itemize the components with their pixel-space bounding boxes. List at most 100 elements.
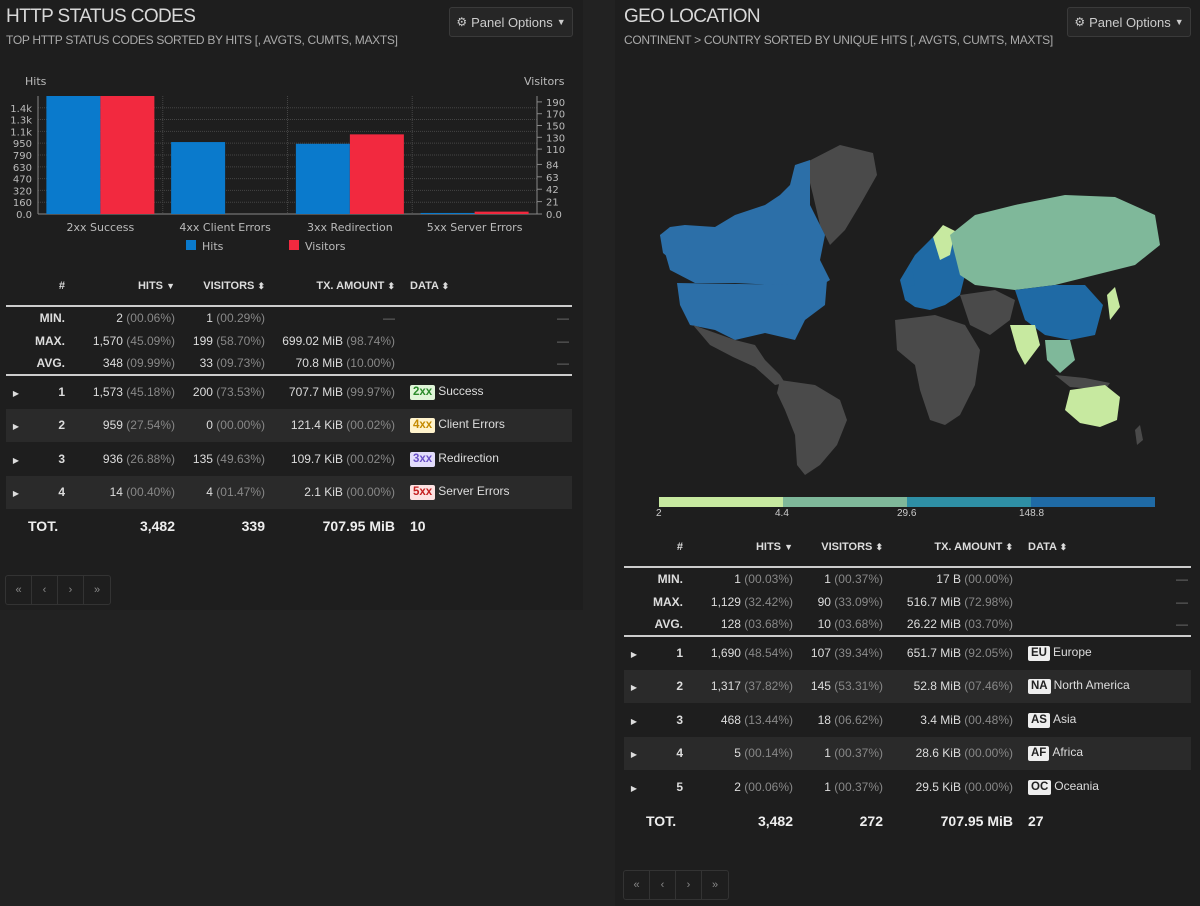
panel-options-button[interactable]: ⚙ Panel Options ▼ (1067, 7, 1191, 37)
expand-cell[interactable]: ▶ (6, 409, 26, 443)
scale-swatch-1 (659, 497, 783, 507)
stat-row: MIN. 2 (00.06%) 1 (00.29%) — — (6, 306, 572, 329)
tx-cell: 707.7 MiB (99.97%) (268, 375, 398, 409)
middle-east (960, 290, 1015, 335)
col-data[interactable]: DATA ⬍ (410, 279, 450, 292)
status-badge: OC (1028, 779, 1052, 795)
expand-cell[interactable]: ▶ (6, 442, 26, 476)
prev-page-button[interactable]: ‹ (650, 871, 676, 899)
sort-desc-icon: ▼ (784, 541, 793, 552)
scale-swatch-2 (783, 497, 907, 507)
next-page-button[interactable]: › (58, 576, 84, 604)
expand-cell[interactable]: ▶ (6, 476, 26, 510)
visitors-cell: 4 (01.47%) (178, 476, 268, 510)
last-page-button[interactable]: » (93, 584, 101, 596)
col-tx-amount[interactable]: TX. AMOUNT ⬍ (316, 279, 395, 292)
col-hits[interactable]: HITS ▼ (137, 279, 175, 292)
visitors-cell: 1 (00.37%) (796, 567, 886, 590)
data-cell: 2xx Success (398, 375, 572, 409)
world-map[interactable] (615, 135, 1200, 475)
table-row[interactable]: ▶ 2 959 (27.54%) 0 (00.00%) 121.4 KiB (00.02… (6, 408, 572, 443)
tx-cell-value: 29.5 KiB (915, 779, 961, 794)
next-page-button[interactable]: › (676, 871, 702, 899)
col-tx-amount[interactable]: TX. AMOUNT ⬍ (934, 540, 1013, 553)
table-header: # HITS ▼ VISITORS ⬍ TX. AMOUNT ⬍ DATA ⬍ (6, 266, 572, 306)
y-tick-label: 1.1k (10, 127, 32, 138)
total-label: TOT. (28, 518, 59, 534)
first-page-button[interactable]: « (6, 576, 32, 604)
row-number: 2 (58, 418, 65, 433)
tx-cell: — (268, 306, 398, 329)
tx-cell-value: 3.4 MiB (920, 712, 961, 727)
table-row[interactable]: ▶ 4 5 (00.14%) 1 (00.37%) 28.6 KiB (00.00%) A… (624, 736, 1191, 771)
col-visitors[interactable]: VISITORS ⬍ (203, 279, 265, 292)
visitors-cell-percent: (58.70%) (216, 333, 265, 348)
prev-page-button[interactable]: ‹ (32, 576, 58, 604)
expand-arrow-icon[interactable]: ▶ (630, 650, 638, 660)
expand-arrow-icon[interactable]: ▶ (630, 683, 638, 693)
spacer (624, 590, 644, 613)
tx-cell-value: 699.02 MiB (282, 333, 343, 348)
hits-cell-percent: (48.54%) (744, 646, 793, 661)
col-visitors[interactable]: VISITORS ⬍ (821, 540, 883, 553)
expand-arrow-icon[interactable]: ▶ (12, 455, 20, 465)
expand-arrow-icon[interactable]: ▶ (630, 750, 638, 760)
hits-cell-percent: (00.03%) (744, 572, 793, 586)
row-label: Oceania (1054, 778, 1099, 793)
expand-cell[interactable]: ▶ (624, 770, 644, 804)
hits-cell-percent: (45.18%) (126, 385, 175, 400)
visitors-cell-percent: (06.62%) (834, 712, 883, 727)
tx-cell-value: 516.7 MiB (906, 594, 961, 609)
tx-cell-percent: (00.00%) (346, 485, 395, 500)
sort-icon: ⬍ (1059, 541, 1068, 552)
gear-icon: ⚙ (1074, 15, 1086, 29)
bar-hits (295, 143, 350, 214)
col-data[interactable]: DATA ⬍ (1028, 540, 1068, 553)
caret-down-icon: ▼ (1174, 17, 1184, 27)
hits-cell: 348 (09.99%) (68, 352, 178, 375)
total-tx: 707.95 MiB (940, 812, 1013, 829)
expand-cell[interactable]: ▶ (624, 703, 644, 737)
expand-cell[interactable]: ▶ (624, 737, 644, 771)
color-scale (659, 497, 1155, 507)
visitors-cell-percent: (00.37%) (834, 779, 883, 794)
expand-cell[interactable]: ▶ (624, 670, 644, 704)
table-row[interactable]: ▶ 1 1,690 (48.54%) 107 (39.34%) 651.7 MiB (9… (624, 636, 1191, 670)
panel-title: HTTP STATUS CODES (6, 6, 196, 27)
sort-icon: ⬍ (875, 541, 883, 552)
table-row[interactable]: ▶ 3 936 (26.88%) 135 (49.63%) 109.7 KiB (00.… (6, 442, 572, 476)
last-page-button[interactable]: » (711, 879, 719, 891)
expand-arrow-icon[interactable]: ▶ (12, 422, 20, 432)
visitors-cell-value: 10 (817, 617, 831, 631)
canada (660, 160, 830, 295)
legend-swatch-hits (186, 240, 196, 250)
tx-cell-value: 17 B (936, 572, 961, 586)
table-row[interactable]: ▶ 2 1,317 (37.82%) 145 (53.31%) 52.8 MiB (07… (624, 669, 1191, 704)
table-row[interactable]: ▶ 1 1,573 (45.18%) 200 (73.53%) 707.7 MiB (9… (6, 375, 572, 409)
tx-cell: 651.7 MiB (92.05%) (886, 636, 1016, 670)
row-number: 5 (676, 779, 683, 794)
hits-cell: 936 (26.88%) (68, 442, 178, 476)
tx-cell-value: 26.22 MiB (906, 617, 961, 631)
data-cell: — (1176, 594, 1188, 609)
col-hits[interactable]: HITS ▼ (755, 540, 793, 553)
hits-cell: 5 (00.14%) (686, 737, 796, 771)
stat-row: AVG. 128 (03.68%) 10 (03.68%) 26.22 MiB (03… (624, 613, 1191, 636)
expand-arrow-icon[interactable]: ▶ (630, 716, 638, 726)
expand-cell[interactable]: ▶ (624, 636, 644, 670)
hits-cell: 1 (00.03%) (686, 567, 796, 590)
status-badge: 2xx (410, 385, 436, 401)
total-visitors: 272 (859, 812, 883, 829)
sort-desc-icon: ▼ (166, 280, 175, 291)
expand-cell[interactable]: ▶ (6, 375, 26, 409)
table-row[interactable]: ▶ 4 14 (00.40%) 4 (01.47%) 2.1 KiB (00.00%) 5… (6, 475, 572, 510)
expand-arrow-icon[interactable]: ▶ (12, 389, 20, 399)
expand-arrow-icon[interactable]: ▶ (12, 489, 20, 499)
first-page-button[interactable]: « (624, 871, 650, 899)
table-row[interactable]: ▶ 5 2 (00.06%) 1 (00.37%) 29.5 KiB (00.00%) O… (624, 770, 1191, 804)
y2-tick-label: 190 (546, 98, 565, 109)
panel-options-button[interactable]: ⚙ Panel Options ▼ (449, 7, 573, 37)
expand-arrow-icon[interactable]: ▶ (630, 783, 638, 793)
table-row[interactable]: ▶ 3 468 (13.44%) 18 (06.62%) 3.4 MiB (00.48%… (624, 703, 1191, 737)
visitors-cell-percent: (03.68%) (834, 617, 883, 631)
